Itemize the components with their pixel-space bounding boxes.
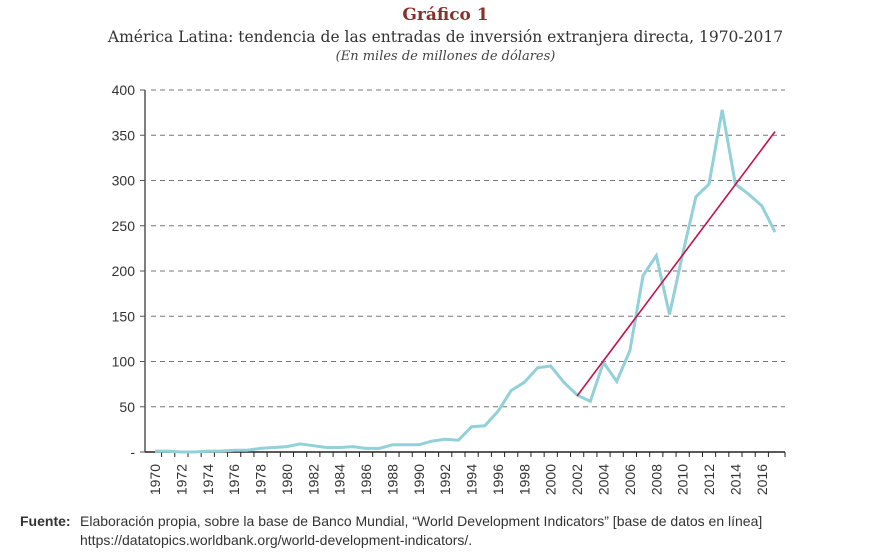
y-tick-label: 100 [112, 354, 136, 370]
x-tick-label: 1992 [437, 464, 453, 495]
x-tick-label: 1990 [411, 464, 427, 495]
y-axis-ticks: - 50 100 150 200 250 300 350 400 [112, 82, 145, 460]
y-tick-label: - [130, 444, 135, 460]
x-tick-label: 1980 [279, 464, 295, 495]
y-tick-label: 400 [112, 82, 136, 98]
source-text: Elaboración propia, sobre la base de Ban… [80, 513, 763, 548]
x-tick-label: 1986 [358, 464, 374, 495]
x-axis-ticks: 1970 1972 1974 1976 1978 1980 1982 1984 1986 1988… [147, 452, 786, 495]
gridlines [151, 89, 785, 408]
y-tick-label: 300 [112, 173, 136, 189]
x-tick-label: 2016 [754, 464, 770, 495]
y-tick-label: 350 [112, 127, 136, 143]
x-tick-label: 1982 [305, 464, 321, 495]
x-tick-label: 1972 [173, 464, 189, 495]
y-tick-label: 200 [112, 263, 136, 279]
x-tick-label: 1970 [147, 464, 163, 495]
x-tick-label: 1978 [253, 464, 269, 495]
chart-subtitle: (En miles de millones de dólares) [335, 49, 556, 64]
x-tick-label: 1988 [384, 464, 400, 495]
x-tick-label: 1994 [464, 464, 480, 495]
x-tick-label: 2002 [569, 464, 585, 495]
trend-line [576, 131, 776, 397]
chart-number: Gráfico 1 [402, 5, 489, 25]
y-tick-label: 150 [112, 308, 136, 324]
series-line-ied [155, 109, 777, 454]
x-tick-label: 1984 [332, 464, 348, 495]
x-tick-label: 2008 [648, 464, 664, 495]
chart-header: Gráfico 1 América Latina: tendencia de l… [0, 4, 891, 66]
x-tick-label: 2006 [622, 464, 638, 495]
y-tick-label: 50 [119, 399, 135, 415]
x-tick-label: 2000 [543, 464, 559, 495]
x-tick-label: 2004 [596, 464, 612, 495]
chart-title: América Latina: tendencia de las entrada… [107, 28, 784, 46]
x-tick-label: 1996 [490, 464, 506, 495]
x-tick-label: 2014 [727, 464, 743, 495]
x-tick-label: 2012 [701, 464, 717, 495]
source-note: Fuente: Elaboración propia, sobre la bas… [20, 512, 880, 550]
x-tick-label: 1998 [516, 464, 532, 495]
y-tick-label: 250 [112, 218, 136, 234]
x-tick-label: 2010 [675, 464, 691, 495]
x-tick-label: 1976 [226, 464, 242, 495]
x-tick-label: 1974 [200, 464, 216, 495]
source-label: Fuente: [20, 513, 71, 529]
